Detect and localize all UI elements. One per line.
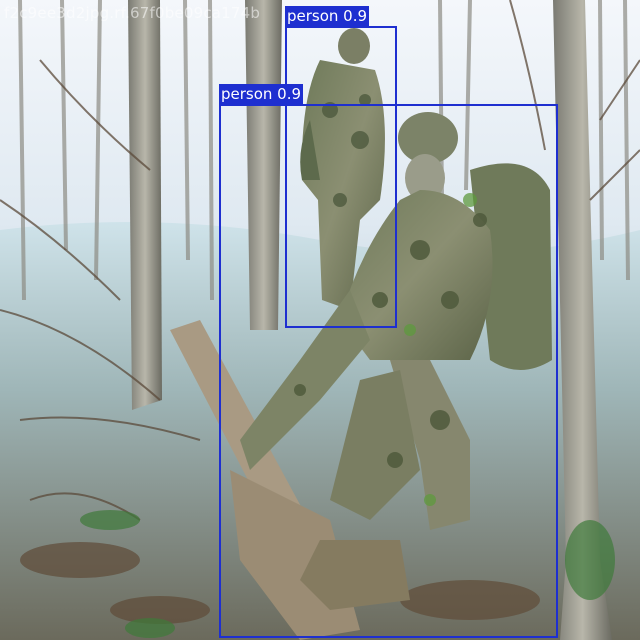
detection-box-person-front — [219, 104, 558, 638]
soldier-standing — [300, 28, 385, 310]
detection-box-person-back — [285, 26, 397, 328]
soldier-crouching — [240, 112, 552, 610]
image-filename-watermark: f2c9ee3d2jpg.rf.67f0be09ca174b — [4, 4, 261, 22]
detection-label-person-back: person 0.9 — [285, 6, 370, 26]
detection-label-person-front: person 0.9 — [219, 84, 304, 104]
